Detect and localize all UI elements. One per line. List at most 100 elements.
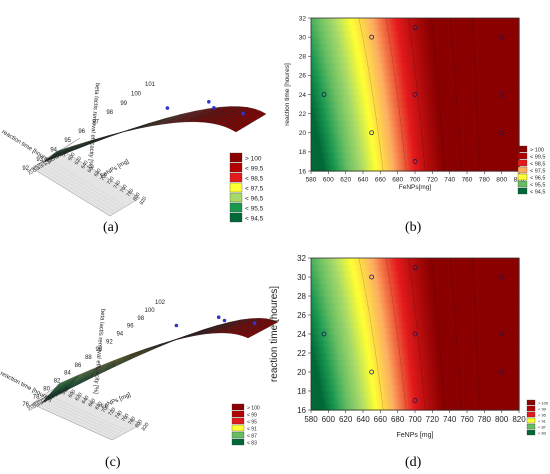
contour-cell [338,315,342,322]
contour-cell [333,24,336,32]
contour-cell [390,100,394,108]
contour-cell [383,353,387,360]
contour-cell [395,94,399,102]
contour-cell [387,397,390,405]
contour-cell [439,88,442,96]
contour-cell [352,403,355,411]
contour-cell [493,75,496,83]
contour-cell [501,43,504,51]
contour-cell [491,145,494,153]
contour-cell [409,270,413,278]
legend-swatch [231,403,245,411]
x-tick-label: 620 [74,156,84,167]
contour-cell [473,158,477,166]
contour-cell [323,107,326,115]
contour-cell [409,18,413,25]
contour-cell [331,321,335,329]
contour-cell [408,397,411,405]
contour-cell [408,384,411,392]
contour-cell [493,100,496,108]
contour-cell [376,308,380,316]
contour-cell [395,327,399,335]
contour-cell [479,158,482,166]
contour-cell [342,327,345,335]
contour-cell [321,353,324,360]
contour-cell [324,100,328,108]
contour-cell [449,107,452,115]
contour-cell [505,132,508,140]
legend-label: < 99 [247,412,257,418]
contour-cell [423,107,426,115]
contour-cell [465,164,468,172]
contour-cell [349,145,352,153]
contour-cell [510,132,513,140]
contour-cell [378,100,381,108]
contour-line [407,17,426,172]
contour-cell [373,88,376,96]
contour-cell [468,81,472,89]
contour-cell [331,24,335,32]
contour-cell [324,145,328,153]
contour-cell [385,372,388,379]
contour-cell [427,126,430,134]
contour-cell [437,56,440,64]
contour-cell [458,100,461,108]
contour-cell [375,283,378,291]
contour-cell [323,353,326,360]
contour-cell [465,126,468,134]
contour-cell [376,30,380,38]
contour-cell [406,403,409,411]
contour-cell [449,145,452,153]
contour-cell [399,353,402,360]
contour-cell [314,378,317,386]
contour-cell [338,353,342,360]
contour-cell [337,120,340,127]
contour-cell [454,164,458,172]
contour-cell [472,113,475,121]
contour-cell [376,302,380,310]
contour-cell [461,56,465,64]
contour-cell [479,69,482,76]
contour-cell [369,37,373,45]
contour-cell [378,120,381,127]
contour-cell [369,403,373,411]
contour-cell [494,139,498,147]
contour-cell [375,327,378,335]
contour-cell [477,18,480,25]
contour-cell [364,120,368,127]
contour-cell [312,315,316,322]
contour-cell [323,378,326,386]
contour-cell [467,120,470,127]
contour-cell [501,164,504,172]
contour-cell [373,62,376,70]
contour-cell [503,43,506,51]
contour-cell [319,120,322,127]
contour-cell [311,353,314,360]
contour-cell [411,372,414,379]
contour-cell [427,18,430,25]
contour-cell [378,126,381,134]
contour-cell [340,346,343,354]
contour-cell [512,100,515,108]
contour-cell [324,359,328,367]
y-tick-label: 32 [299,15,307,22]
contour-cell [394,18,397,25]
contour-cell [411,94,414,102]
contour-cell [363,24,366,32]
x-tick-label: 660 [87,164,97,175]
contour-cell [428,24,432,32]
contour-cell [378,81,381,89]
z-tick-label: 95 [64,138,71,144]
contour-cell [427,30,430,38]
contour-cell [449,132,452,140]
contour-cell [397,139,400,147]
contour-cell [434,49,437,57]
contour-cell [473,56,477,64]
contour-cell [382,403,385,411]
contour-cell [494,69,498,76]
contour-cell [473,18,477,25]
contour-cell [470,24,473,32]
contour-cell [364,289,368,297]
contour-cell [482,37,485,45]
contour-cell [333,315,336,322]
